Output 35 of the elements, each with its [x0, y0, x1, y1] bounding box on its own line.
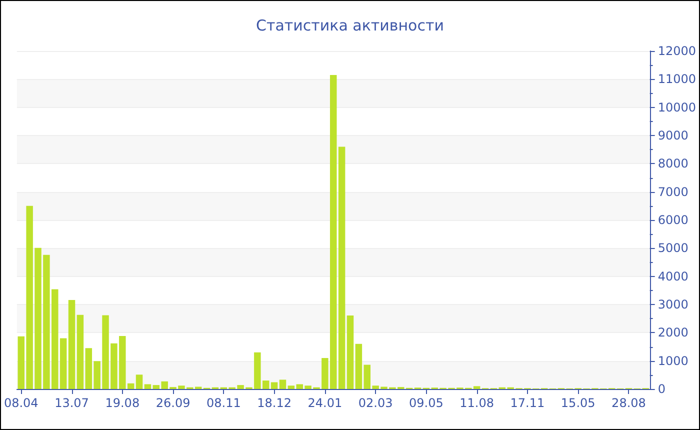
x-tick-label: 18.12: [257, 396, 292, 410]
y-tick-label: 5000: [658, 241, 688, 256]
bar: [76, 314, 84, 389]
y-tick-label: 9000: [658, 128, 688, 142]
x-tick-label: 08.04: [4, 396, 38, 410]
y-tick-label: 10000: [658, 100, 696, 114]
y-tick-label: 8000: [658, 156, 688, 171]
x-tick-label: 08.11: [206, 396, 241, 410]
bar: [279, 380, 286, 389]
x-tick-label: 24.01: [308, 396, 342, 410]
bar: [136, 374, 143, 389]
bar: [270, 382, 278, 389]
y-tick-label: 7000: [658, 184, 688, 199]
y-tick-label: 12000: [658, 44, 696, 58]
x-tick-label: 02.03: [358, 396, 393, 410]
bar: [346, 315, 354, 389]
chart-title: Статистика активности: [256, 16, 444, 34]
x-tick-label: 15.05: [560, 396, 596, 410]
y-tick-label: 1000: [658, 354, 688, 368]
y-tick-label: 0: [658, 382, 666, 396]
x-tick-label: 13.07: [54, 396, 89, 410]
y-tick-label: 4000: [658, 269, 688, 284]
y-tick-label: 6000: [658, 213, 688, 227]
x-tick-label: 11.08: [460, 396, 494, 410]
bar: [338, 146, 346, 389]
x-tick-label: 26.09: [156, 396, 190, 410]
x-tick-label: 19.08: [105, 396, 140, 410]
y-tick-label: 3000: [658, 298, 688, 312]
y-tick-label: 2000: [658, 326, 688, 340]
x-tick-label: 28.08: [612, 396, 646, 410]
bar: [68, 300, 76, 389]
y-tick-label: 11000: [658, 72, 696, 86]
x-tick-label: 09.05: [409, 396, 444, 410]
bar: [144, 384, 152, 389]
x-tick-label: 17.11: [510, 396, 545, 410]
